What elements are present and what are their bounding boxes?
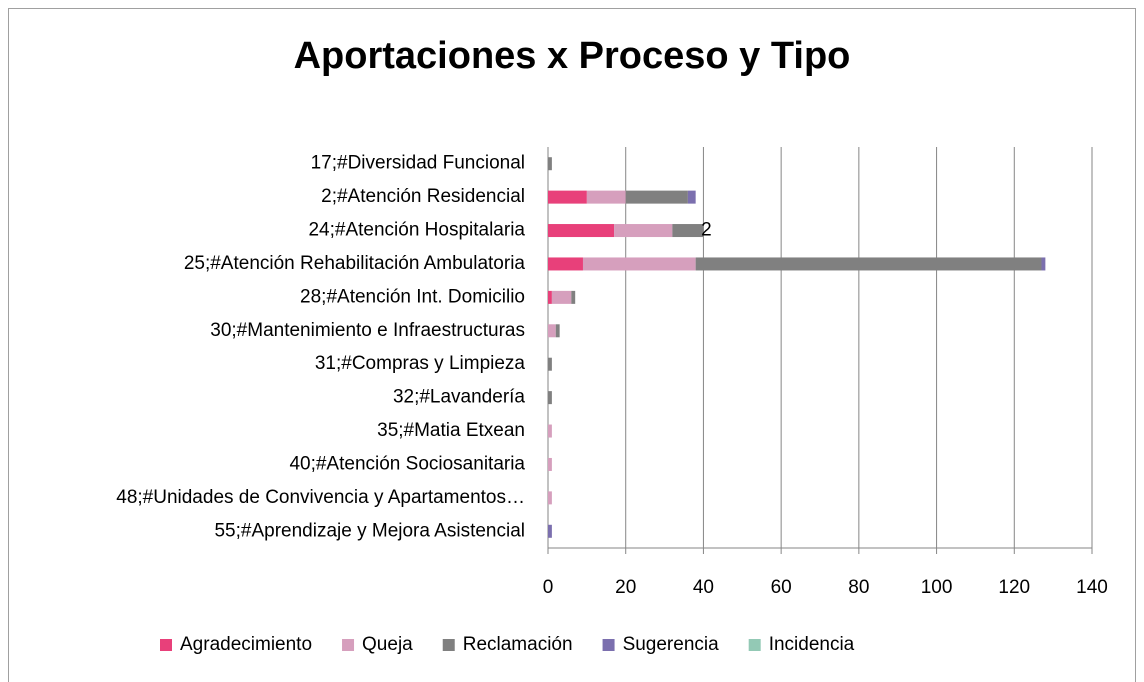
bar-segment	[582, 257, 696, 271]
legend-label: Reclamación	[463, 634, 573, 655]
x-tick-label: 100	[921, 577, 953, 598]
bar-segment	[548, 290, 552, 304]
legend-label: Queja	[362, 634, 413, 655]
x-tick-label: 80	[848, 577, 869, 598]
bar-segment	[672, 224, 704, 238]
bar-segment	[548, 357, 552, 371]
legend-swatch	[602, 639, 615, 651]
bar-segment	[625, 190, 688, 204]
x-tick-label: 20	[615, 577, 636, 598]
x-tick-label: 120	[998, 577, 1030, 598]
x-tick-label: 60	[771, 577, 792, 598]
x-tick-label: 0	[543, 577, 554, 598]
y-tick-label: 48;#Unidades de Convivencia y Apartament…	[116, 487, 525, 508]
y-tick-label: 30;#Mantenimiento e Infraestructuras	[210, 320, 525, 341]
y-tick-label: 25;#Atención Rehabilitación Ambulatoria	[184, 253, 526, 274]
bar-segment	[586, 190, 626, 204]
y-tick-label: 24;#Atención Hospitalaria	[308, 220, 525, 241]
y-tick-label: 2;#Atención Residencial	[321, 186, 525, 207]
bar-segment	[548, 491, 552, 505]
bar-segment	[571, 290, 576, 304]
legend-label: Incidencia	[769, 634, 855, 655]
bar-segment	[548, 190, 587, 204]
y-tick-label: 28;#Atención Int. Domicilio	[300, 286, 525, 307]
bar-segment	[551, 290, 572, 304]
x-tick-label: 140	[1076, 577, 1108, 598]
bar-segment	[548, 391, 552, 405]
y-tick-label: 35;#Matia Etxean	[377, 420, 525, 441]
bar-segment	[548, 257, 583, 271]
bar-segment	[548, 524, 552, 538]
y-tick-label: 17;#Diversidad Funcional	[311, 153, 525, 174]
bar-segment	[548, 457, 552, 471]
bar-segment	[548, 324, 556, 338]
legend-label: Sugerencia	[623, 634, 720, 655]
bar-segment	[695, 257, 1042, 271]
bar-segment	[555, 324, 560, 338]
legend-swatch	[748, 639, 761, 651]
annotation: 2	[701, 220, 712, 241]
y-tick-label: 55;#Aprendizaje y Mejora Asistencial	[214, 520, 525, 541]
legend-swatch	[342, 639, 355, 651]
legend-swatch	[442, 639, 455, 651]
y-tick-label: 32;#Lavandería	[393, 387, 525, 408]
legend-label: Agradecimiento	[180, 634, 312, 655]
x-tick-label: 40	[693, 577, 714, 598]
bar-segment	[548, 224, 615, 238]
bar-segment	[1041, 257, 1046, 271]
bar-segment	[687, 190, 696, 204]
y-tick-label: 40;#Atención Sociosanitaria	[289, 453, 525, 474]
y-tick-label: 31;#Compras y Limpieza	[315, 353, 526, 374]
bar-segment	[548, 157, 552, 171]
chart-border	[8, 8, 1136, 682]
legend-swatch	[160, 639, 172, 651]
bar-segment	[614, 224, 673, 238]
bar-segment	[548, 424, 552, 438]
chart-title: Aportaciones x Proceso y Tipo	[294, 35, 851, 77]
